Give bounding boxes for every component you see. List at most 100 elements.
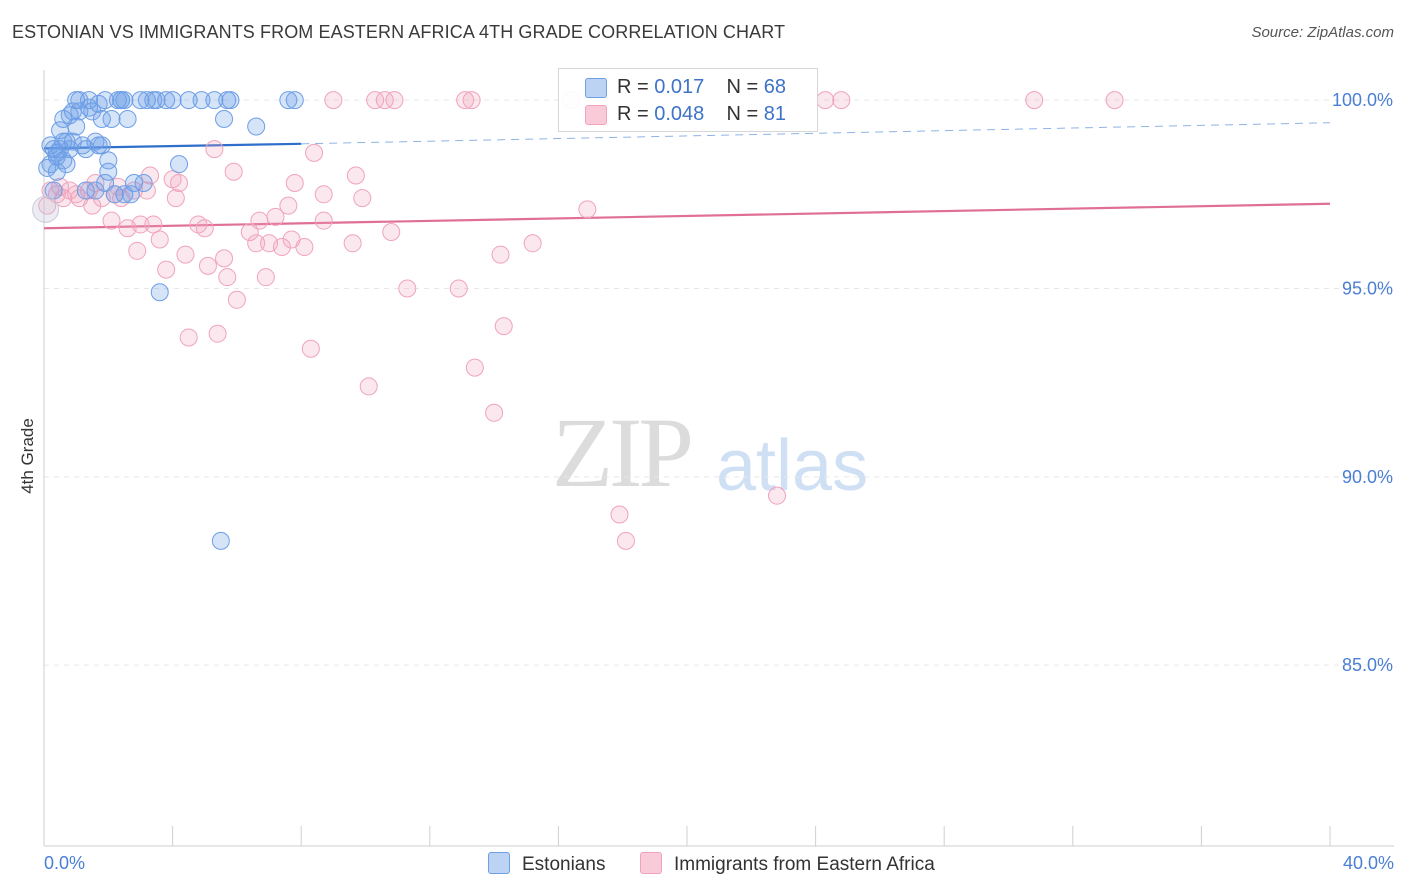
eastern_africa-point [398, 279, 417, 298]
estonians-point [47, 147, 66, 166]
eastern_africa-point [353, 189, 372, 208]
estonians-point [221, 91, 240, 110]
eastern_africa-point [1105, 91, 1124, 110]
eastern_africa-point [83, 196, 102, 215]
eastern_africa-point [385, 91, 404, 110]
eastern_africa-point [170, 174, 189, 193]
estonians-point [102, 109, 121, 128]
legend-r-label: R = [617, 76, 655, 98]
source-label: Source: ZipAtlas.com [1251, 24, 1394, 41]
eastern_africa-point [485, 403, 504, 422]
estonians-point [137, 91, 156, 110]
estonians-point [92, 136, 111, 155]
eastern_africa-point [343, 234, 362, 253]
bottom-legend-eastern-africa: Immigrants from Eastern Africa [640, 852, 935, 876]
x-tick-label-min: 0.0% [44, 853, 85, 873]
estonians-point [179, 91, 198, 110]
eastern_africa-point [128, 241, 147, 260]
estonians-point [47, 162, 66, 181]
estonians-point [70, 91, 89, 110]
eastern_africa-point [198, 256, 217, 275]
legend-n-label: N = [726, 103, 764, 125]
correlation-legend: R = 0.017 N = 68 R = 0.048 N = 81 [558, 68, 818, 132]
estonians-trend-line [43, 142, 302, 150]
eastern_africa-point [279, 196, 298, 215]
estonians-point [211, 531, 230, 550]
eastern_africa-point [305, 143, 324, 162]
eastern_africa-point [324, 91, 343, 110]
legend-swatch-eastern-africa [585, 105, 607, 125]
estonians-point [285, 91, 304, 110]
estonians-point [118, 109, 137, 128]
estonians-point [54, 132, 73, 151]
eastern_africa-point [86, 174, 105, 193]
estonians-point [150, 283, 169, 302]
estonians-point [57, 155, 76, 174]
eastern_africa-point [272, 238, 291, 257]
eastern_africa-point [346, 166, 365, 185]
estonians-point [76, 181, 95, 200]
estonians-point [192, 91, 211, 110]
y-tick-labels: 100.0% 95.0% 90.0% 85.0% [1332, 90, 1393, 675]
eastern_africa-point [359, 377, 378, 396]
eastern_africa-point [218, 268, 237, 287]
estonians-point [205, 91, 224, 110]
eastern_africa-point [102, 211, 121, 230]
eastern_africa-point [256, 268, 275, 287]
eastern_africa-point [382, 222, 401, 241]
estonians-point [105, 185, 124, 204]
y-tick-label: 90.0% [1342, 467, 1393, 487]
estonians-point [247, 117, 266, 136]
eastern_africa-point [157, 260, 176, 279]
legend-r-value-estonians: 0.017 [654, 76, 705, 98]
estonians-point [157, 91, 176, 110]
eastern_africa-point [610, 505, 629, 524]
estonians-point [170, 155, 189, 174]
y-axis-title: 4th Grade [18, 418, 37, 494]
estonians-point [67, 117, 86, 136]
eastern_africa-point [176, 245, 195, 264]
eastern_africa-point [456, 91, 475, 110]
eastern_africa-point [465, 358, 484, 377]
eastern_africa-point [166, 189, 185, 208]
eastern_africa-point [266, 207, 285, 226]
estonians-point [63, 132, 82, 151]
estonians-point [163, 91, 182, 110]
y-tick-label: 95.0% [1342, 278, 1393, 298]
estonians-point [96, 91, 115, 110]
y-tick-label: 100.0% [1332, 90, 1393, 110]
legend-n-value-estonians: 68 [763, 76, 787, 98]
eastern_africa-point [285, 174, 304, 193]
legend-r-value-eastern-africa: 0.048 [654, 103, 705, 125]
eastern_africa-point [205, 140, 224, 159]
x-ticks [43, 826, 1331, 846]
eastern_africa-point [314, 211, 333, 230]
chart-title: ESTONIAN VS IMMIGRANTS FROM EASTERN AFRI… [12, 22, 786, 42]
grid-lines [44, 99, 1394, 666]
estonians-point [112, 91, 131, 110]
legend-swatch-estonians [585, 78, 607, 98]
estonians-trend-extension [301, 122, 1331, 145]
eastern_africa-point [295, 238, 314, 257]
estonians-point [83, 102, 102, 121]
estonians-point [121, 185, 140, 204]
estonians-point [99, 162, 118, 181]
estonians-point [147, 91, 166, 110]
eastern_africa-point [494, 317, 513, 336]
eastern_africa-point [141, 166, 160, 185]
bottom-legend-label-estonians: Estonians [522, 854, 606, 875]
trend-lines [43, 122, 1331, 230]
legend-n-value-eastern-africa: 81 [763, 103, 787, 125]
legend-r-label: R = [617, 103, 655, 125]
eastern_africa-point [227, 290, 246, 309]
eastern_africa-point [616, 531, 635, 550]
estonians-point [134, 174, 153, 193]
eastern_africa-point [250, 211, 269, 230]
eastern_africa-point [578, 200, 597, 219]
watermark-zip: ZIP [552, 397, 694, 508]
eastern_africa-point [523, 234, 542, 253]
watermark-atlas: atlas [716, 426, 869, 506]
eastern_africa-point [131, 215, 150, 234]
eastern_africa-point [144, 215, 163, 234]
eastern_africa-point [224, 162, 243, 181]
